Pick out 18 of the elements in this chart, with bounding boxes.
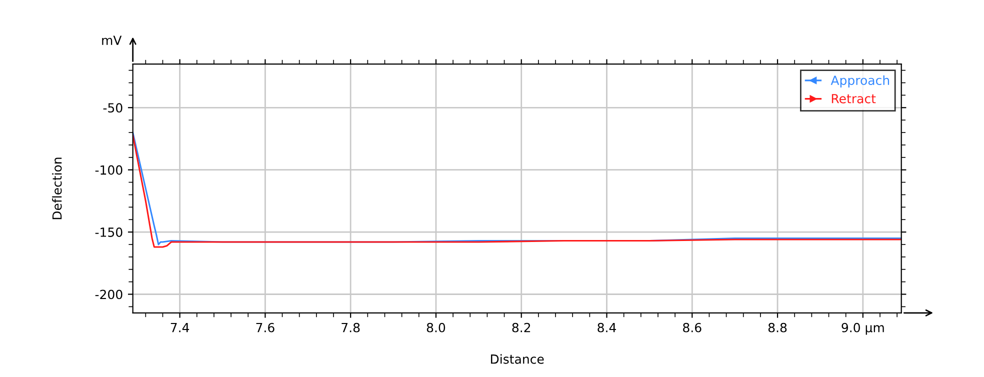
legend-label: Approach [830,75,890,88]
y-tick-label: -200 [95,290,122,300]
text: mV [102,36,122,45]
legend-label: Retract [832,94,876,104]
y-tick-label: -100 [95,165,122,175]
x-tick-label: 8.2 [512,322,530,332]
x-tick-label: 8.6 [683,322,702,332]
y-tick-label: -50 [103,103,122,113]
x-axis-title: Distance [490,354,544,364]
x-tick-label: 8.4 [598,322,616,332]
x-tick-label: 7.4 [170,323,190,332]
x-tick-label: 7.8 [342,322,360,332]
x-tick-label: 8.0 [426,322,446,332]
y-tick-label: -150 [95,228,122,237]
x-tick-label: 9.0 µm [842,322,884,335]
x-tick-label: 8.8 [768,322,787,332]
x-tick-label: 7.6 [256,322,274,332]
y-axis-title: Deflection [52,158,62,220]
